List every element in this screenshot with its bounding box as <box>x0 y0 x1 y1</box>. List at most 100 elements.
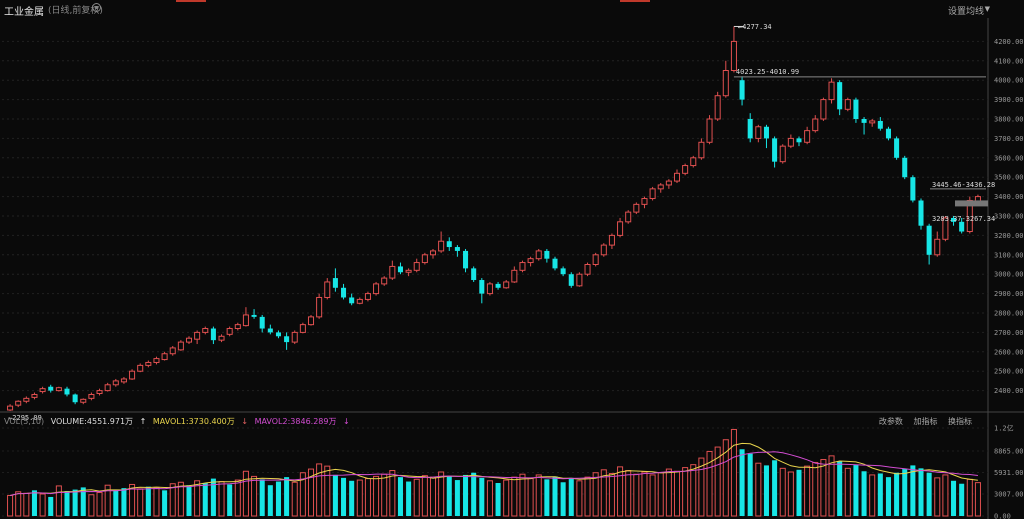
volume-bar-down <box>926 472 932 516</box>
ma-settings-button[interactable]: 设置均线 <box>947 7 984 17</box>
vol-indicator-name: VOL(5,10) <box>4 417 45 426</box>
candle-up <box>15 400 22 406</box>
volume-bar-down <box>227 484 233 516</box>
candle-up <box>153 358 160 363</box>
candle-up <box>104 384 111 392</box>
candle-up <box>316 296 323 318</box>
volume-tick-label: 8865.00 <box>994 447 1024 455</box>
volume-bar-up <box>706 450 713 517</box>
switch-indicator-button[interactable]: 换指标 <box>948 417 972 426</box>
volume-bar-up <box>511 476 518 517</box>
volume-bar-up <box>722 439 729 517</box>
candlestick-series[interactable] <box>7 26 981 411</box>
volume-bar-down <box>796 469 802 516</box>
candle-up <box>96 390 103 395</box>
volume-bar-down <box>747 453 753 516</box>
volume-tick-label: 0.00 <box>994 513 1011 519</box>
volume-bar-up <box>633 473 640 517</box>
candle-up <box>145 361 152 366</box>
candle-up <box>39 388 46 393</box>
candle-down <box>454 247 460 251</box>
candle-up <box>185 337 193 343</box>
candle-down <box>861 119 867 123</box>
volume-bar-down <box>406 481 412 516</box>
candle-down <box>739 80 745 100</box>
candle-up <box>307 316 315 326</box>
price-tick-label: 2400.00 <box>994 387 1024 395</box>
add-indicator-button[interactable]: 加指标 <box>913 417 938 426</box>
gear-icon[interactable] <box>92 3 101 12</box>
candle-down <box>349 297 355 304</box>
chevron-down-icon[interactable]: ▼ <box>984 5 990 13</box>
volume-bar-up <box>373 475 380 517</box>
volume-bar-up <box>307 468 315 517</box>
volume-bar-down <box>739 449 745 516</box>
candle-down <box>64 388 70 395</box>
candle-up <box>730 40 737 72</box>
mavol2-line <box>9 451 978 496</box>
candle-up <box>389 265 396 279</box>
high-price-label: ←4277.34 <box>738 23 772 31</box>
candle-up <box>779 145 786 163</box>
candle-up <box>405 269 412 273</box>
candle-up <box>511 269 518 283</box>
volume-bar-down <box>162 490 168 516</box>
candle-up <box>698 141 705 159</box>
candle-up <box>755 126 762 139</box>
candle-up <box>299 324 306 333</box>
volume-bar-up <box>356 479 363 517</box>
volume-bar-up <box>421 475 428 517</box>
candle-down <box>397 266 403 273</box>
volume-bar-up <box>608 472 615 517</box>
volume-bar-up <box>194 480 201 517</box>
price-tick-label: 2900.00 <box>994 290 1024 298</box>
volume-bar-up <box>942 474 949 517</box>
price-tick-label: 3300.00 <box>994 213 1024 221</box>
candle-up <box>381 277 388 285</box>
candle-down <box>72 394 78 403</box>
candle-up <box>592 254 599 266</box>
candle-up <box>657 184 664 190</box>
volume-bar-up <box>88 494 95 517</box>
volume-tick-label: 1.2亿 <box>994 424 1014 433</box>
chart-period[interactable]: (日线,前复权) <box>48 6 103 16</box>
volume-bar-down <box>284 477 290 516</box>
candle-up <box>137 364 144 372</box>
candle-up <box>617 221 624 236</box>
candle-down <box>918 200 924 226</box>
volume-bar-up <box>503 479 510 517</box>
candle-down <box>837 82 843 110</box>
candle-up <box>600 244 607 256</box>
price-tick-label: 4200.00 <box>994 38 1024 46</box>
candle-up <box>486 283 493 295</box>
change-param-button[interactable]: 改参数 <box>878 417 903 426</box>
price-tick-label: 3700.00 <box>994 135 1024 143</box>
candle-down <box>446 241 452 248</box>
candle-up <box>31 393 38 398</box>
candle-up <box>503 281 510 289</box>
volume-bar-up <box>698 457 705 517</box>
volume-bar-up <box>364 478 371 517</box>
volume-value: VOLUME:4551.971万 <box>50 417 134 426</box>
candle-down <box>951 217 957 222</box>
volume-bar-down <box>861 471 867 516</box>
volume-bar-up <box>316 463 323 517</box>
candle-up <box>80 398 87 403</box>
volume-bar-up <box>438 471 445 517</box>
volume-bar-down <box>894 472 900 516</box>
volume-bar-down <box>463 474 469 516</box>
volume-bar-down <box>454 480 460 516</box>
candle-up <box>218 335 225 341</box>
volume-bar-down <box>210 478 216 516</box>
volume-bar-up <box>527 478 534 517</box>
volume-bar-down <box>479 477 485 516</box>
volume-bar-down <box>186 485 192 516</box>
volume-bar-down <box>31 490 37 516</box>
volume-tools: 改参数 加指标 换指标 <box>871 416 972 427</box>
volume-bar-up <box>218 481 225 517</box>
candle-up <box>682 165 689 174</box>
volume-bar-up <box>242 470 249 517</box>
volume-legend: VOL(5,10) VOLUME:4551.971万 ↑ MAVOL1:3730… <box>4 416 354 427</box>
last-price-marker <box>955 200 988 207</box>
